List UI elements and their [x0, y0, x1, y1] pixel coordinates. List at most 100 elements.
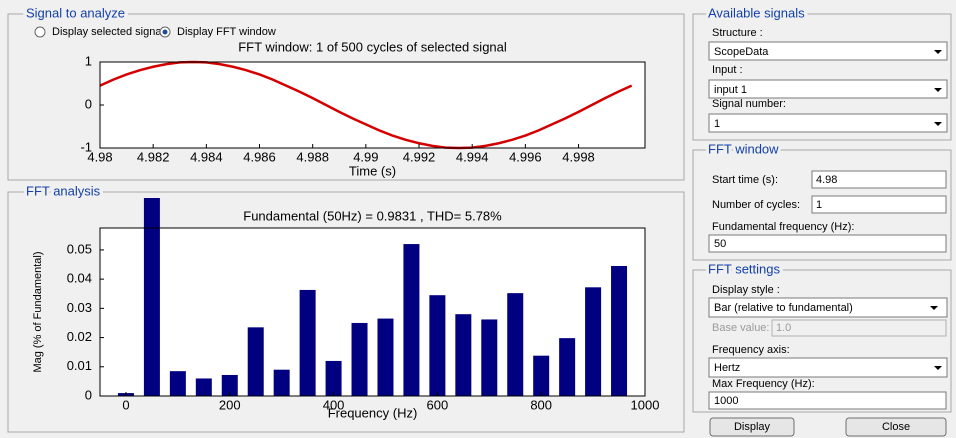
text-input[interactable]	[811, 170, 947, 189]
x-tick-label: 4.998	[562, 149, 595, 164]
dropdown[interactable]	[708, 297, 948, 318]
bar	[169, 371, 186, 396]
text-input[interactable]	[708, 234, 947, 253]
y-tick-label: 0.04	[67, 271, 92, 286]
settings-panel	[692, 269, 952, 413]
x-tick-label: 4.992	[403, 149, 436, 164]
x-axis-label: Frequency (Hz)	[328, 405, 418, 420]
dropdown-value: Hertz	[714, 362, 740, 374]
dropdown-value: ScopeData	[714, 46, 769, 58]
y-tick-label: 0.05	[67, 241, 92, 256]
input-value: 1000	[714, 395, 738, 407]
x-tick-label: 200	[219, 397, 241, 412]
bar	[403, 244, 420, 396]
panel-title: FFT analysis	[26, 183, 101, 198]
available-panel	[692, 13, 952, 141]
dropdown[interactable]	[708, 113, 948, 133]
x-tick-label: 4.984	[190, 149, 223, 164]
bar	[481, 319, 498, 396]
bar	[507, 293, 524, 396]
signal-panel	[7, 13, 685, 181]
input-value: 1	[816, 199, 822, 211]
button[interactable]	[709, 417, 795, 437]
label: Frequency axis:	[712, 344, 790, 356]
label: Max Frequency (Hz):	[712, 378, 815, 390]
y-tick-label: -1	[80, 139, 92, 154]
bar	[143, 198, 160, 396]
button-label: Display	[734, 421, 771, 433]
text-input[interactable]	[811, 195, 947, 214]
radio[interactable]	[34, 26, 46, 38]
bar	[455, 314, 472, 396]
window-panel	[692, 149, 952, 261]
x-tick-label: 600	[427, 397, 449, 412]
x-tick-label: 400	[323, 397, 345, 412]
bar	[559, 338, 576, 396]
axes-box	[99, 227, 646, 397]
bar	[221, 374, 238, 396]
dropdown[interactable]	[708, 79, 948, 99]
label: Signal number:	[712, 98, 786, 110]
label: Base value:	[712, 322, 769, 334]
input-value: 1.0	[776, 322, 791, 334]
chart-title: Fundamental (50Hz) = 0.9831 , THD= 5.78%	[243, 208, 502, 223]
radio-label: Display selected signal	[52, 26, 164, 38]
dropdown-arrow	[934, 366, 942, 370]
bar	[351, 322, 368, 396]
radio-dot	[162, 29, 168, 35]
bar	[273, 369, 290, 396]
x-tick-label: 1000	[631, 397, 660, 412]
bar	[429, 295, 446, 396]
label: Structure :	[712, 27, 763, 39]
y-tick-label: 0.03	[67, 300, 92, 315]
dropdown-arrow	[930, 306, 938, 310]
dropdown-value: input 1	[714, 84, 747, 96]
x-tick-label: 800	[530, 397, 552, 412]
x-tick-label: 4.982	[137, 149, 170, 164]
button-label: Close	[882, 421, 910, 433]
chart-title: FFT window: 1 of 500 cycles of selected …	[238, 39, 507, 54]
radio-label: Display FFT window	[177, 26, 276, 38]
dropdown[interactable]	[708, 41, 948, 61]
text-input[interactable]	[708, 391, 947, 410]
bar	[247, 327, 264, 396]
text-input	[771, 319, 947, 337]
y-tick-label: 0	[85, 96, 92, 111]
plot-area	[100, 228, 645, 396]
dropdown-arrow	[934, 122, 942, 126]
label: Fundamental frequency (Hz):	[712, 221, 854, 233]
plot-area	[100, 62, 645, 148]
bar	[611, 265, 628, 396]
bar	[585, 287, 602, 396]
bar	[195, 378, 212, 396]
dropdown-value: 1	[714, 118, 720, 130]
y-axis-label: Mag (% of Fundamental)	[32, 251, 44, 372]
button[interactable]	[845, 417, 947, 437]
x-tick-label: 4.988	[296, 149, 329, 164]
y-tick-label: 0.02	[67, 329, 92, 344]
x-tick-label: 0	[122, 397, 129, 412]
dropdown-arrow	[934, 50, 942, 54]
x-tick-label: 4.99	[353, 149, 378, 164]
y-tick-label: 0.01	[67, 358, 92, 373]
input-value: 50	[714, 238, 726, 250]
dropdown[interactable]	[708, 357, 948, 378]
bar	[299, 289, 316, 396]
x-tick-label: 4.986	[243, 149, 276, 164]
x-tick-label: 4.994	[456, 149, 489, 164]
bar	[533, 355, 550, 396]
x-tick-label: 4.98	[87, 149, 112, 164]
y-tick-label: 0	[85, 387, 92, 402]
input-value: 4.98	[816, 174, 837, 186]
panel-title: FFT settings	[708, 261, 781, 276]
dropdown-arrow	[934, 88, 942, 92]
panel-title: Signal to analyze	[26, 5, 125, 20]
bar	[325, 360, 342, 396]
x-tick-label: 4.996	[509, 149, 542, 164]
bar	[377, 318, 394, 396]
y-tick-label: 1	[85, 53, 92, 68]
label: Start time (s):	[712, 174, 778, 186]
label: Input :	[712, 64, 743, 76]
panel-title: FFT window	[708, 141, 779, 156]
